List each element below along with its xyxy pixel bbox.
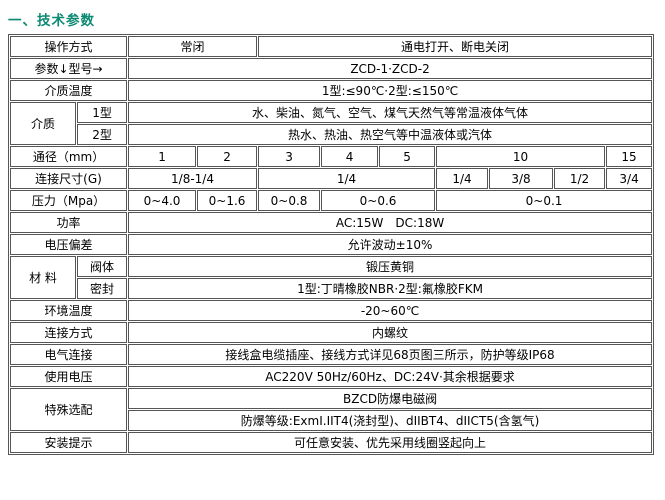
cell-value: -20~60℃ (128, 300, 653, 321)
row-label: 压力（Mpa） (10, 190, 128, 211)
cell-value: 0~0.6 (321, 190, 436, 211)
technical-parameters-table: 操作方式 常闭 通电打开、断电关闭 参数↓型号→ ZCD-1·ZCD-2 介质温… (8, 34, 655, 455)
row-label: 功率 (10, 212, 128, 233)
cell-value: 10 (436, 146, 606, 167)
page-title: 一、技术参数 (8, 13, 95, 29)
row-special-options-1: 特殊选配 BZCD防爆电磁阀 (10, 388, 653, 431)
cell-value: 内螺纹 (128, 322, 653, 343)
row-label: 环境温度 (10, 300, 128, 321)
cell-value: 1/4 (258, 168, 436, 189)
row-operation-mode: 操作方式 常闭 通电打开、断电关闭 (10, 36, 653, 57)
row-connection-size: 连接尺寸(G) 1/8-1/4 1/4 1/4 3/8 1/2 3/4 (10, 168, 653, 189)
row-medium-type2: 2型 热水、热油、热空气等中温液体或汽体 (10, 124, 653, 145)
cell-value: 1/4 (436, 168, 489, 189)
cell-value: 0~0.1 (436, 190, 653, 211)
row-label: 特殊选配 (10, 388, 128, 431)
row-sublabel: 密封 (77, 278, 128, 299)
cell-value: 通电打开、断电关闭 (258, 36, 653, 57)
row-medium-temperature: 介质温度 1型:≤90℃·2型:≤150℃ (10, 80, 653, 101)
cell-value: 接线盒电缆插座、接线方式详见68页图三所示，防护等级IP68 (128, 344, 653, 365)
row-sublabel: 阀体 (77, 256, 128, 277)
row-voltage-tolerance: 电压偏差 允许波动±10% (10, 234, 653, 255)
cell-value: 防爆等级:ExmI.IIT4(浇封型)、dIIBT4、dIICT5(含氢气) (128, 410, 653, 431)
cell-value: 1型:≤90℃·2型:≤150℃ (128, 80, 653, 101)
cell-value: AC220V 50Hz/60Hz、DC:24V·其余根据要求 (128, 366, 653, 387)
cell-value: ZCD-1·ZCD-2 (128, 58, 653, 79)
cell-value: 3/8 (489, 168, 554, 189)
cell-value: 水、柴油、氮气、空气、煤气天然气等常温液体气体 (128, 102, 653, 123)
row-electrical-connection: 电气连接 接线盒电缆插座、接线方式详见68页图三所示，防护等级IP68 (10, 344, 653, 365)
row-ambient-temperature: 环境温度 -20~60℃ (10, 300, 653, 321)
cell-value: 15 (606, 146, 653, 167)
row-param-model: 参数↓型号→ ZCD-1·ZCD-2 (10, 58, 653, 79)
row-label: 电压偏差 (10, 234, 128, 255)
row-sublabel: 1型 (77, 102, 128, 123)
cell-value: BZCD防爆电磁阀 (128, 388, 653, 409)
cell-value: 1型:丁晴橡胶NBR·2型:氟橡胶FKM (128, 278, 653, 299)
cell-value: 允许波动±10% (128, 234, 653, 255)
row-label: 介质 (10, 102, 76, 145)
row-pressure: 压力（Mpa） 0~4.0 0~1.6 0~0.8 0~0.6 0~0.1 (10, 190, 653, 211)
cell-value: 0~0.8 (258, 190, 321, 211)
cell-value: 0~1.6 (197, 190, 258, 211)
row-connection-type: 连接方式 内螺纹 (10, 322, 653, 343)
row-installation-tip: 安装提示 可任意安装、优先采用线圈竖起向上 (10, 432, 653, 453)
row-label: 通径（mm） (10, 146, 128, 167)
row-medium-type1: 介质 1型 水、柴油、氮气、空气、煤气天然气等常温液体气体 (10, 102, 653, 145)
cell-value: AC:15W DC:18W (128, 212, 653, 233)
row-label: 操作方式 (10, 36, 128, 57)
row-power: 功率 AC:15W DC:18W (10, 212, 653, 233)
cell-value: 锻压黄铜 (128, 256, 653, 277)
cell-value: 5 (379, 146, 436, 167)
row-material-body: 材 料 阀体 锻压黄铜 (10, 256, 653, 299)
cell-value: 3 (258, 146, 321, 167)
cell-value: 常闭 (128, 36, 258, 57)
row-label: 连接方式 (10, 322, 128, 343)
cell-value: 0~4.0 (128, 190, 197, 211)
row-label: 参数↓型号→ (10, 58, 128, 79)
cell-value: 可任意安装、优先采用线圈竖起向上 (128, 432, 653, 453)
row-material-seal: 密封 1型:丁晴橡胶NBR·2型:氟橡胶FKM (10, 278, 653, 299)
row-special-options-2: 防爆等级:ExmI.IIT4(浇封型)、dIIBT4、dIICT5(含氢气) (10, 410, 653, 431)
row-diameter: 通径（mm） 1 2 3 4 5 10 15 (10, 146, 653, 167)
row-label: 介质温度 (10, 80, 128, 101)
row-label: 材 料 (10, 256, 76, 299)
row-label: 使用电压 (10, 366, 128, 387)
cell-value: 4 (321, 146, 379, 167)
cell-value: 1/2 (554, 168, 606, 189)
cell-value: 2 (197, 146, 258, 167)
row-operating-voltage: 使用电压 AC220V 50Hz/60Hz、DC:24V·其余根据要求 (10, 366, 653, 387)
row-sublabel: 2型 (77, 124, 128, 145)
row-label: 电气连接 (10, 344, 128, 365)
cell-value: 热水、热油、热空气等中温液体或汽体 (128, 124, 653, 145)
row-label: 连接尺寸(G) (10, 168, 128, 189)
cell-value: 1/8-1/4 (128, 168, 258, 189)
cell-value: 1 (128, 146, 197, 167)
row-label: 安装提示 (10, 432, 128, 453)
cell-value: 3/4 (606, 168, 653, 189)
